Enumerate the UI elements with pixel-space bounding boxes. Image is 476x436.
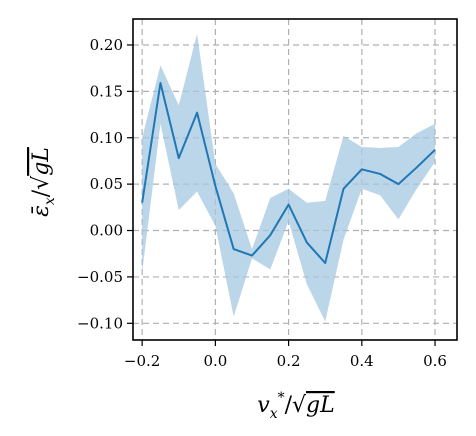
y-tick-label: 0.15 <box>90 82 123 100</box>
series-line <box>141 82 436 264</box>
x-tick-label: 0.6 <box>423 352 447 370</box>
x-tick-label: 0.0 <box>203 352 227 370</box>
x-axis-label: vx*/√gL <box>257 390 334 422</box>
x-axis: −0.2 0.0 0.2 0.4 0.6 <box>124 340 447 370</box>
x-tick-label: 0.2 <box>277 352 301 370</box>
confidence-band <box>142 33 436 322</box>
y-tick-label: 0.05 <box>90 175 123 193</box>
plot-frame <box>132 18 458 341</box>
x-tick-label: 0.4 <box>350 352 374 370</box>
y-tick-label: −0.10 <box>77 314 123 332</box>
y-tick-label: 0.00 <box>90 222 123 240</box>
y-tick-label: −0.05 <box>77 268 123 286</box>
y-tick-label: 0.20 <box>90 36 123 54</box>
y-axis: −0.10 −0.05 0.00 0.05 0.10 0.15 0.20 <box>77 36 133 332</box>
x-tick-label: −0.2 <box>124 352 160 370</box>
y-axis-label: ε̄x/√gL <box>29 147 58 217</box>
y-tick-label: 0.10 <box>90 129 123 147</box>
